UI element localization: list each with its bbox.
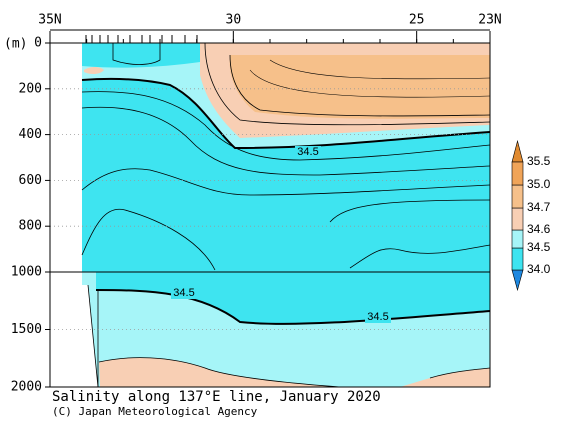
- colorbar-label: 34.0: [527, 262, 551, 276]
- colorbar-label: 35.0: [527, 177, 551, 191]
- y-tick-label: 1500: [11, 322, 42, 337]
- contour-label: 34.5: [173, 287, 194, 299]
- contour-fill: [96, 272, 490, 324]
- contour-label-bg: [365, 311, 391, 323]
- y-tick-label: 0: [34, 36, 42, 51]
- contour-line: [329, 199, 491, 223]
- colorbar-label: 34.5: [527, 240, 551, 254]
- x-tick-label: 23N: [478, 13, 501, 28]
- colorbar-under: [511, 269, 524, 292]
- contour-label-bg: [295, 146, 321, 158]
- colorbar-segment: [511, 207, 524, 231]
- contour-fill: [82, 43, 200, 68]
- colorbar-over: [511, 139, 524, 163]
- contour-line: [112, 43, 161, 65]
- colorbar-label: 34.7: [527, 200, 551, 214]
- contour-fill: [400, 368, 490, 387]
- contour-line: [269, 59, 491, 80]
- y-tick-label: 600: [19, 173, 42, 188]
- x-tick-label: 30: [226, 13, 242, 28]
- contour-line: [429, 367, 491, 379]
- contour-line: [249, 69, 491, 98]
- colorbar-label: 35.5: [527, 154, 551, 168]
- y-tick-label: 800: [19, 219, 42, 234]
- contour-fill: [99, 357, 340, 387]
- y-tick-label: 400: [19, 127, 42, 142]
- y-tick-label: 2000: [11, 380, 42, 395]
- colorbar-segment: [511, 247, 524, 271]
- contour-line: [229, 54, 491, 117]
- contour-fill: [84, 67, 104, 75]
- y-tick-label: 200: [19, 81, 42, 96]
- contour-label: 34.5: [297, 146, 318, 158]
- y-axis-label: (m): [4, 37, 27, 52]
- contour-line: [81, 168, 491, 196]
- contour-line: [81, 106, 491, 176]
- contour-line: [95, 289, 491, 325]
- colorbar-segment: [511, 184, 524, 209]
- contour-line: [81, 91, 491, 161]
- chart-title: Salinity along 137°E line, January 2020: [52, 389, 381, 405]
- plot-frame: [49, 42, 491, 388]
- contour-line: [98, 357, 341, 388]
- contour-line: [81, 77, 491, 150]
- colorbar-segment: [511, 229, 524, 249]
- colorbar-segment: [511, 161, 524, 186]
- x-tick-label: 25: [409, 13, 425, 28]
- contour-line: [349, 244, 491, 269]
- contour-label-bg: [171, 287, 197, 299]
- credit: (C) Japan Meteorological Agency: [52, 405, 258, 418]
- x-tick-label: 35N: [38, 13, 61, 28]
- y-tick-label: 1000: [11, 265, 42, 280]
- contour-line: [204, 42, 491, 126]
- contour-line: [87, 284, 99, 388]
- contour-line: [81, 208, 216, 271]
- colorbar-label: 34.6: [527, 222, 551, 236]
- contour-fill: [229, 55, 490, 119]
- contour-label: 34.5: [367, 311, 388, 323]
